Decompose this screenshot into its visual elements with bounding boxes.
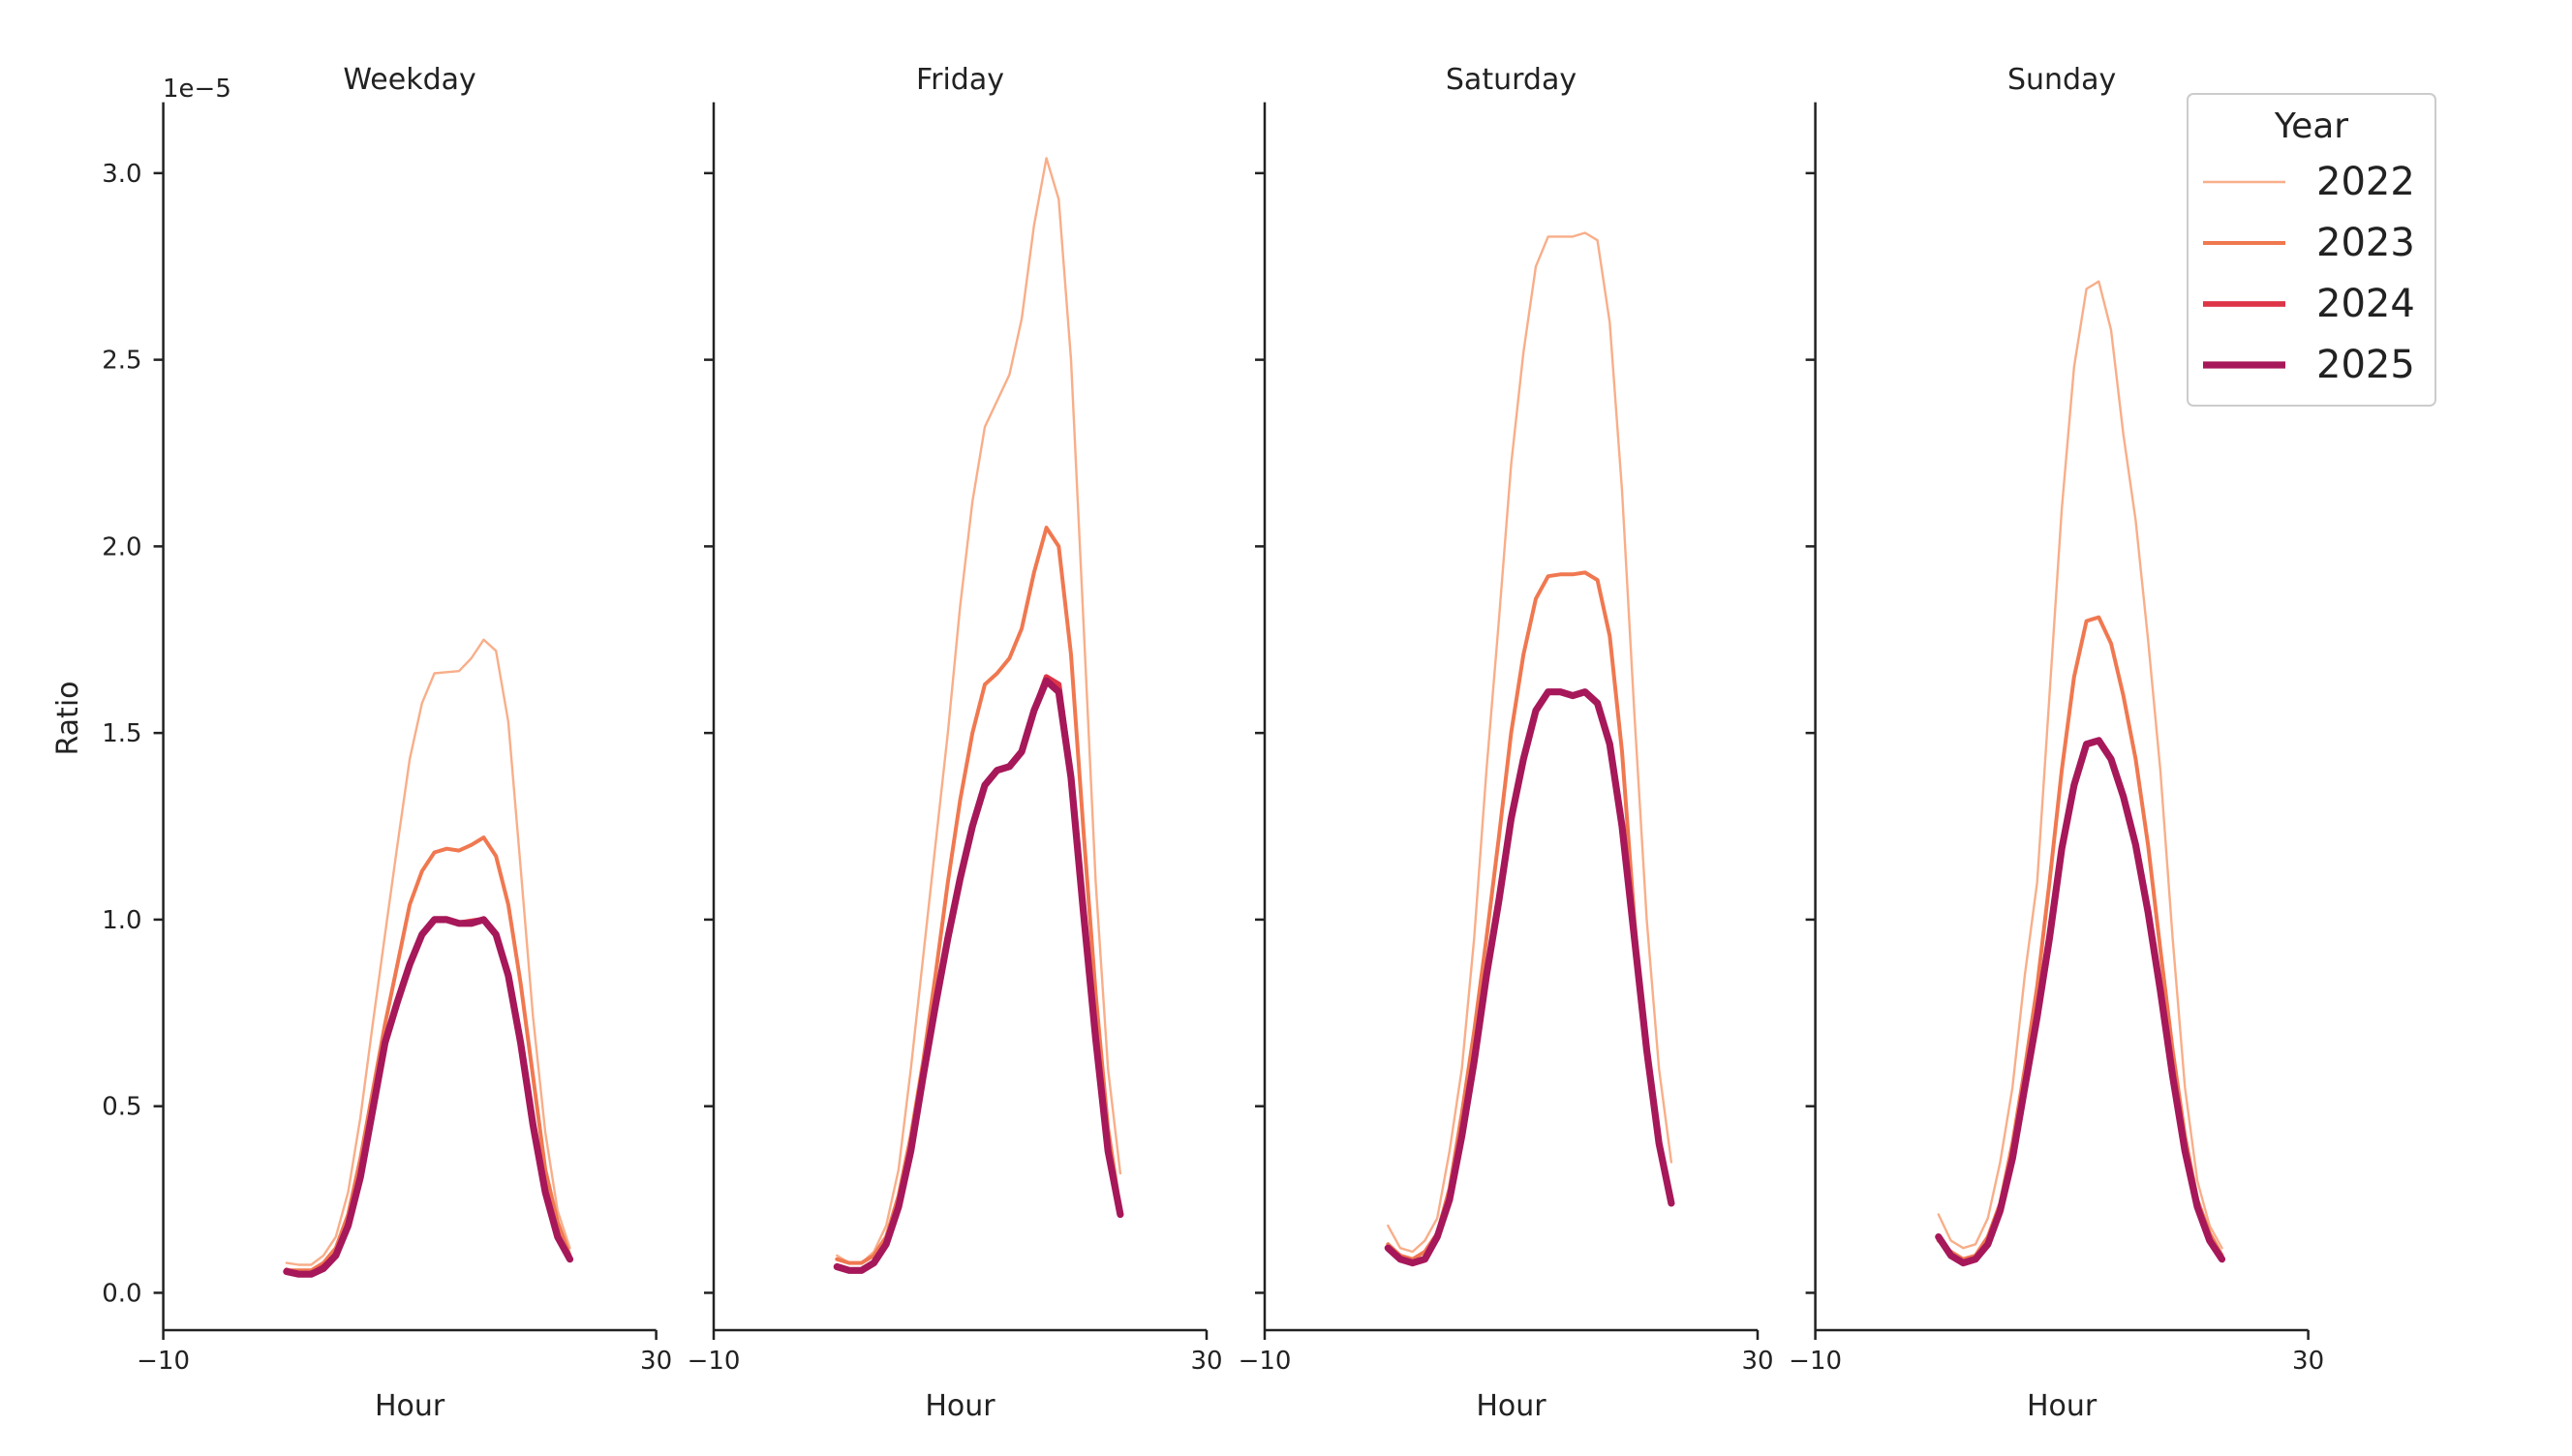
x-tick-label: 30 bbox=[1741, 1347, 1773, 1376]
panel-title: Friday bbox=[916, 63, 1004, 97]
legend: Year 2022 2023 2024 2025 bbox=[2187, 93, 2436, 407]
panel-friday: Friday −10 30 Hour bbox=[688, 63, 1223, 1423]
legend-frame bbox=[2187, 93, 2436, 407]
x-axis-label: Hour bbox=[2027, 1389, 2097, 1423]
panel-title: Sunday bbox=[2007, 63, 2116, 97]
panel-title: Weekday bbox=[343, 63, 475, 97]
y-tick-label: 2.0 bbox=[102, 532, 141, 561]
panel-saturday: Saturday −10 30 Hour bbox=[1239, 63, 1774, 1423]
x-tick-label: −10 bbox=[688, 1347, 741, 1376]
series-line-2023 bbox=[1936, 615, 2224, 1261]
legend-title: Year bbox=[2274, 106, 2348, 146]
x-tick-label: 30 bbox=[2292, 1347, 2324, 1376]
series-line-2023 bbox=[284, 835, 572, 1273]
panel-weekday: Weekday 0.0 0.5 1.0 1.5 2.0 2.5 3.0 −10 30 Hour bbox=[102, 63, 672, 1423]
series-line-2023 bbox=[835, 526, 1122, 1265]
series-line-2024 bbox=[1935, 738, 2225, 1266]
legend-label: 2023 bbox=[2316, 221, 2415, 265]
series-line-2022 bbox=[1937, 280, 2223, 1250]
y-tick-label: 2.5 bbox=[102, 347, 141, 376]
series-line-2022 bbox=[285, 638, 571, 1266]
y-tick-label: 1.0 bbox=[102, 906, 141, 935]
y-tick-label: 0.5 bbox=[102, 1093, 141, 1122]
legend-label: 2025 bbox=[2316, 343, 2415, 387]
y-scale-label: 1e−5 bbox=[163, 75, 231, 104]
y-tick-label: 3.0 bbox=[102, 160, 141, 189]
legend-label: 2022 bbox=[2316, 160, 2415, 204]
series-line-2025 bbox=[283, 916, 574, 1278]
y-axis-label: Ratio bbox=[51, 681, 85, 755]
x-tick-label: −10 bbox=[1239, 1347, 1292, 1376]
series-line-2025 bbox=[833, 677, 1124, 1274]
x-tick-label: −10 bbox=[1789, 1347, 1842, 1376]
series-line-2024 bbox=[1385, 688, 1674, 1266]
panel-sunday: Sunday −10 30 Hour bbox=[1789, 63, 2324, 1423]
x-axis-label: Hour bbox=[375, 1389, 445, 1423]
series-line-2025 bbox=[1935, 737, 2226, 1267]
x-tick-label: −10 bbox=[137, 1347, 190, 1376]
panel-title: Saturday bbox=[1446, 63, 1577, 97]
legend-label: 2024 bbox=[2316, 282, 2415, 326]
series-line-2022 bbox=[836, 157, 1122, 1264]
x-tick-label: 30 bbox=[640, 1347, 672, 1376]
y-tick-label: 1.5 bbox=[102, 719, 141, 748]
x-axis-label: Hour bbox=[1476, 1389, 1546, 1423]
x-tick-label: 30 bbox=[1190, 1347, 1222, 1376]
y-tick-label: 0.0 bbox=[102, 1279, 141, 1308]
series-line-2025 bbox=[1384, 688, 1675, 1267]
x-axis-label: Hour bbox=[925, 1389, 995, 1423]
series-line-2022 bbox=[1387, 231, 1673, 1254]
